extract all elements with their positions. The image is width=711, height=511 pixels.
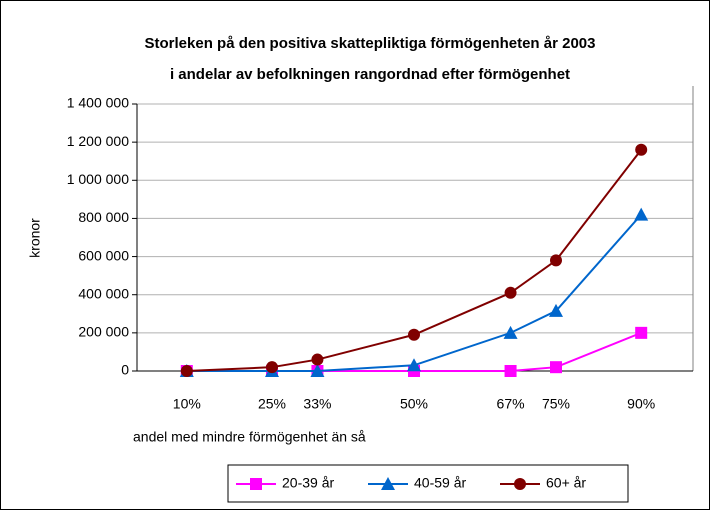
chart-title: Storleken på den positiva skattepliktiga… xyxy=(145,35,596,52)
legend-marker xyxy=(381,477,395,490)
marker xyxy=(310,364,325,377)
marker xyxy=(504,365,517,377)
x-tick-label: 75% xyxy=(542,396,570,412)
x-tick-label: 50% xyxy=(400,396,428,412)
marker xyxy=(180,365,193,377)
y-axis-label: kronor xyxy=(27,218,43,258)
y-tick-label: 1 400 000 xyxy=(67,95,129,111)
y-tick-label: 1 200 000 xyxy=(67,133,129,149)
marker xyxy=(635,143,648,156)
legend-marker xyxy=(250,478,262,490)
x-tick-label: 33% xyxy=(303,396,331,412)
marker xyxy=(407,358,421,372)
legend-box xyxy=(227,464,629,503)
legend-label: 40-59 år xyxy=(414,475,466,491)
marker xyxy=(550,361,562,374)
y-tick-label: 1 000 000 xyxy=(67,171,129,187)
marker xyxy=(550,254,562,267)
marker xyxy=(504,286,517,299)
x-tick-label: 25% xyxy=(258,396,286,412)
y-tick-label: 0 xyxy=(121,362,129,378)
marker xyxy=(311,353,324,366)
y-tick-label: 600 000 xyxy=(78,247,129,263)
x-tick-label: 90% xyxy=(627,396,655,412)
marker xyxy=(408,328,420,341)
x-axis-label: andel med mindre förmögenhet än så xyxy=(133,429,366,445)
marker xyxy=(635,326,648,339)
y-tick-label: 200 000 xyxy=(78,324,129,340)
marker xyxy=(503,325,518,339)
chart-subtitle: i andelar av befolkningen rangordnad eft… xyxy=(170,66,570,83)
x-tick-label: 10% xyxy=(173,396,201,412)
marker xyxy=(266,361,278,374)
legend-label: 20-39 år xyxy=(282,475,334,491)
legend-marker xyxy=(514,478,526,490)
y-tick-label: 400 000 xyxy=(78,285,129,301)
x-tick-label: 67% xyxy=(497,396,525,412)
y-tick-label: 800 000 xyxy=(78,209,129,225)
legend-label: 60+ år xyxy=(546,475,586,491)
marker xyxy=(549,303,563,317)
marker xyxy=(634,207,649,221)
